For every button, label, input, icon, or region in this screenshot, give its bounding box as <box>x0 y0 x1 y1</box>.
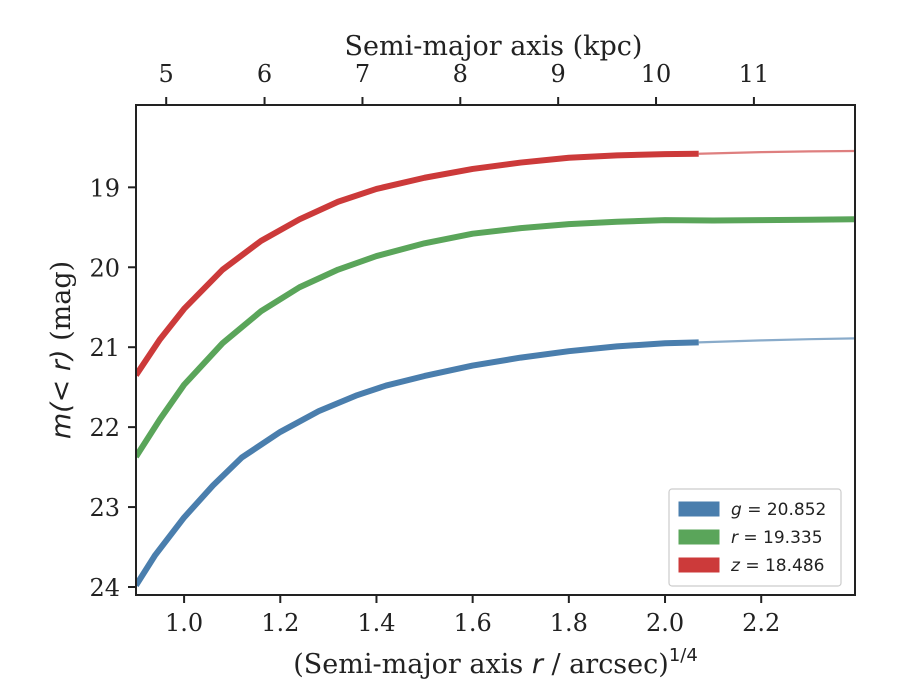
x-tick-label: 1.2 <box>261 609 299 637</box>
y-tick-label: 19 <box>89 174 120 202</box>
series-line-g <box>136 339 699 588</box>
x-tick-label: 1.8 <box>550 609 588 637</box>
legend-value: = 20.852 <box>742 500 827 520</box>
legend-var: g <box>731 500 742 520</box>
y-tick-label: 21 <box>89 334 120 362</box>
legend-value: = 19.335 <box>738 528 823 548</box>
x-axis-title-prefix: (Semi-major axis <box>293 649 532 680</box>
x-tick-label: 2.2 <box>742 609 780 637</box>
y-axis-title: m(< r) (mag) <box>46 261 77 439</box>
top-tick-label: 5 <box>159 60 174 88</box>
y-tick-label: 22 <box>89 414 120 442</box>
top-x-axis: 5 6 7 8 9 10 11 <box>159 60 770 105</box>
top-tick-label: 6 <box>257 60 272 88</box>
top-tick-label: 10 <box>641 60 672 88</box>
y-tick-label: 20 <box>89 254 120 282</box>
plot-frame <box>135 104 856 596</box>
x-tick-label: 1.6 <box>454 609 492 637</box>
series-line-z <box>136 150 699 377</box>
legend-label-r: r = 19.335 <box>731 528 823 548</box>
top-tick-label: 11 <box>739 60 770 88</box>
top-tick-label: 7 <box>355 60 370 88</box>
legend-swatch-z <box>678 557 720 573</box>
y-axis: 19 20 21 22 23 24 <box>89 174 136 602</box>
x-axis-title-exponent: 1/4 <box>669 645 698 666</box>
legend-swatch-g <box>678 501 720 517</box>
series-line-r <box>136 216 855 459</box>
legend-swatch-r <box>678 529 720 545</box>
y-axis-title-prefix: m(< r) <box>46 349 77 439</box>
series-extrapolation-z <box>698 149 855 155</box>
legend-var: z <box>730 556 741 576</box>
x-axis-title: (Semi-major axis r / arcsec)1/4 <box>293 645 698 680</box>
legend-label-g: g = 20.852 <box>731 500 826 520</box>
x-tick-label: 2.0 <box>646 609 684 637</box>
x-axis-title-suffix: / arcsec) <box>543 649 669 680</box>
series-layer <box>136 149 855 588</box>
legend-var: r <box>731 528 739 548</box>
x-axis-title-var: r <box>532 649 545 680</box>
legend-value: = 18.486 <box>740 556 825 576</box>
top-tick-label: 8 <box>453 60 468 88</box>
series-extrapolation-g <box>698 337 855 344</box>
top-tick-label: 9 <box>551 60 566 88</box>
legend-label-z: z = 18.486 <box>730 556 824 576</box>
x-tick-label: 1.4 <box>357 609 395 637</box>
top-axis-title: Semi-major axis (kpc) <box>345 31 643 62</box>
y-axis-title-suffix: (mag) <box>46 261 77 350</box>
y-tick-label: 23 <box>89 494 120 522</box>
x-tick-label: 1.0 <box>165 609 203 637</box>
y-tick-label: 24 <box>89 574 120 602</box>
bottom-x-axis: 1.0 1.2 1.4 1.6 1.8 2.0 2.2 <box>165 595 780 637</box>
